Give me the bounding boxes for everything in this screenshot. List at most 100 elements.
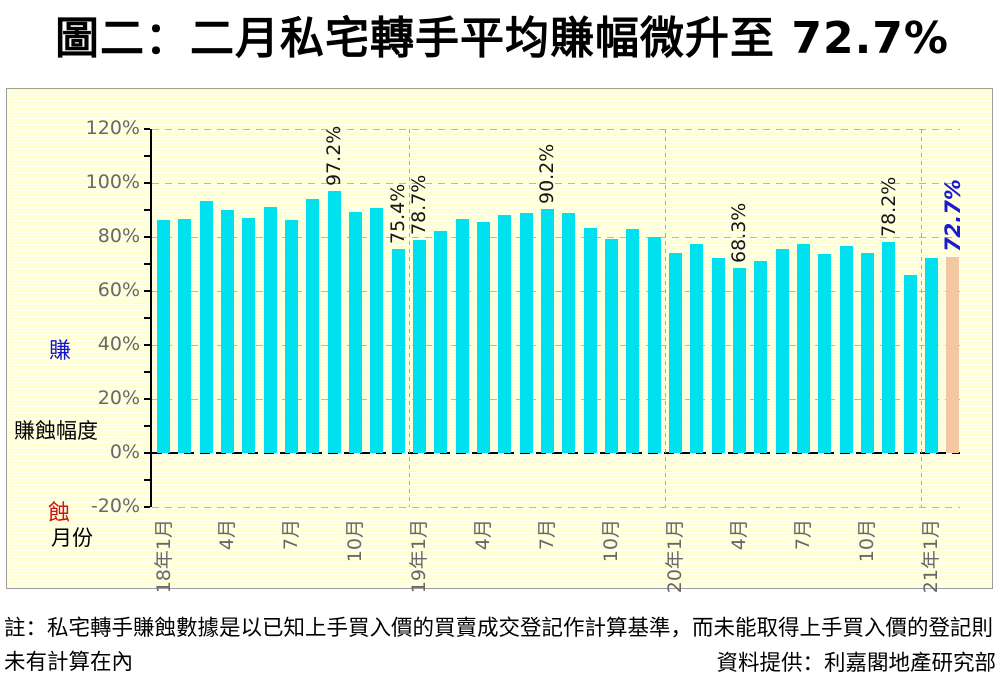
y-axis-tick [144, 182, 150, 184]
bar [839, 246, 853, 453]
bar [583, 227, 597, 453]
zero-baseline [152, 451, 960, 454]
x-tick-label: 10月 [600, 519, 623, 563]
y-axis-line [150, 129, 152, 507]
bar [178, 218, 192, 453]
bar [775, 249, 789, 453]
data-source-credit: 資料提供：利嘉閣地產研究部 [716, 651, 996, 676]
y-tick-label: 120% [85, 117, 140, 140]
chart-figure-area: 賺 賺蝕幅度 蝕 月份 120% 100% 80% 60% 40% 20% 0% -20% 97… [6, 88, 993, 593]
bar [796, 243, 810, 453]
bar [604, 238, 618, 453]
y-axis-tick [144, 424, 150, 427]
x-tick-label: 21年1月 [920, 519, 943, 594]
y-tick-label: 60% [97, 278, 140, 301]
y-axis-tick [144, 505, 150, 508]
y-axis-tick [144, 397, 150, 400]
bar-annotation: 75.4% [387, 183, 410, 245]
bar [199, 201, 213, 453]
bar [754, 260, 768, 453]
bar [711, 257, 725, 453]
bar [540, 209, 554, 453]
y-axis-tick [144, 343, 150, 346]
y-axis-tick [144, 155, 150, 158]
bar [157, 220, 170, 453]
y-gridline [152, 290, 960, 292]
x-tick-label: 19年1月 [408, 519, 431, 594]
y-axis-tick [144, 370, 150, 373]
y-axis-tick [144, 478, 150, 481]
bar [284, 220, 298, 453]
y-tick-label: 20% [97, 386, 140, 409]
bar [903, 274, 917, 453]
y-axis-tick [144, 316, 150, 319]
y-axis-tick [144, 262, 150, 265]
loss-axis-label: 蝕 [48, 501, 71, 526]
bar [370, 207, 384, 453]
bar [818, 254, 832, 453]
y-tick-label: 80% [97, 224, 140, 247]
year-separator-line [920, 129, 922, 507]
y-axis-tick [144, 128, 150, 131]
bar [412, 240, 426, 453]
y-axis-tick [144, 451, 150, 454]
footnote: 註：私宅轉手賺蝕數據是以已知上手買入價的買賣成交登記作計算基準，而未能取得上手買… [0, 612, 1004, 680]
bar-annotation: 78.7% [408, 175, 431, 236]
x-tick-label: 7月 [280, 519, 303, 551]
bar [860, 253, 874, 453]
bar [562, 212, 576, 453]
y-gridline [152, 183, 960, 184]
bar [647, 236, 661, 453]
bar [434, 231, 448, 453]
bar-annotation: 78.2% [877, 176, 900, 237]
y-axis-tick [144, 208, 150, 211]
bar [732, 268, 746, 453]
bar [306, 199, 320, 453]
bar [519, 213, 533, 453]
y-gridline [152, 236, 960, 238]
year-separator-line [664, 129, 666, 507]
bar [263, 207, 277, 453]
x-axis-title: 月份 [51, 526, 93, 550]
bar-highlight-current-month [946, 256, 960, 453]
bar [498, 215, 512, 453]
bar [476, 221, 490, 453]
y-tick-label: 0% [109, 440, 140, 463]
x-tick-label: 7月 [536, 519, 559, 551]
y-axis-tick [144, 235, 150, 238]
x-tick-label: 10月 [344, 519, 367, 563]
bar-annotation: 97.2% [323, 125, 346, 186]
x-tick-label: 10月 [856, 519, 879, 563]
bar [327, 190, 341, 453]
year-separator-line [408, 129, 410, 507]
x-tick-label: 7月 [792, 519, 815, 551]
y-gridline [152, 398, 960, 400]
bar [220, 210, 234, 453]
bar [690, 243, 704, 453]
bar [455, 218, 469, 453]
profit-axis-label: 賺 [49, 339, 72, 364]
bar [626, 229, 640, 453]
y-gridline [152, 129, 960, 131]
bar [668, 252, 682, 453]
y-tick-label: 100% [85, 171, 140, 193]
y-axis-title: 賺蝕幅度 [14, 419, 98, 443]
footnote-text: 註：私宅轉手賺蝕數據是以已知上手買入價的買賣成交登記作計算基準，而未能取得上手買… [4, 616, 994, 675]
bar-annotation: 90.2% [536, 144, 559, 205]
bar [348, 211, 362, 453]
chart-title: 圖二：二月私宅轉手平均賺幅微升至 72.7% [55, 13, 949, 64]
x-tick-label: 18年1月 [152, 519, 175, 594]
y-gridline [152, 506, 960, 508]
bar [242, 218, 256, 453]
bar [924, 257, 938, 453]
y-tick-label: -20% [90, 494, 140, 517]
x-tick-label: 4月 [216, 519, 239, 551]
y-tick-label: 40% [97, 332, 140, 355]
y-axis-tick [144, 289, 150, 292]
bar [882, 241, 896, 453]
bar-annotation: 68.3% [728, 203, 751, 264]
bar-annotation-highlight: 72.7% [940, 178, 965, 252]
x-tick-label: 4月 [728, 519, 751, 551]
y-gridline [152, 344, 960, 346]
x-tick-label: 4月 [472, 519, 495, 551]
